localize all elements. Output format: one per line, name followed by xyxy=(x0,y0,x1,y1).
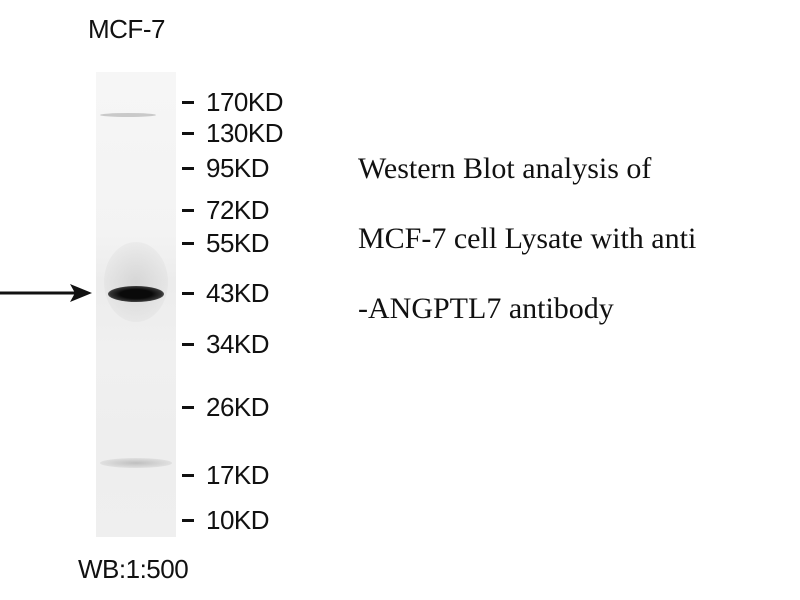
marker-label: 10KD xyxy=(206,505,270,535)
lane-label: MCF-7 xyxy=(88,14,165,44)
marker-label: 170KD xyxy=(206,87,284,117)
marker-label: 26KD xyxy=(206,392,270,422)
description-line-2: MCF-7 cell Lysate with anti xyxy=(358,222,697,255)
tick-mark xyxy=(182,166,194,170)
tick-mark xyxy=(182,131,194,135)
marker-label: 34KD xyxy=(206,329,270,359)
tick-mark xyxy=(182,518,194,522)
marker-10kd: 10KD xyxy=(182,505,270,535)
marker-label: 55KD xyxy=(206,228,270,258)
marker-label: 72KD xyxy=(206,195,270,225)
marker-label: 130KD xyxy=(206,118,284,148)
description-line-3: -ANGPTL7 antibody xyxy=(358,292,614,325)
marker-label: 95KD xyxy=(206,153,270,183)
tick-mark xyxy=(182,405,194,409)
marker-34kd: 34KD xyxy=(182,329,270,359)
marker-43kd: 43KD xyxy=(182,278,270,308)
marker-17kd: 17KD xyxy=(182,460,270,490)
blot-lane xyxy=(96,72,176,537)
faint-band-17kd xyxy=(100,458,172,468)
marker-label: 43KD xyxy=(206,278,270,308)
tick-mark xyxy=(182,241,194,245)
marker-130kd: 130KD xyxy=(182,118,284,148)
description-line-1: Western Blot analysis of xyxy=(358,152,652,185)
main-band-43kd xyxy=(108,286,164,302)
marker-26kd: 26KD xyxy=(182,392,270,422)
right-arrow-icon xyxy=(0,284,92,302)
marker-label: 17KD xyxy=(206,460,270,490)
marker-170kd: 170KD xyxy=(182,87,284,117)
dilution-label: WB:1:500 xyxy=(78,554,189,584)
marker-55kd: 55KD xyxy=(182,228,270,258)
tick-mark xyxy=(182,208,194,212)
marker-95kd: 95KD xyxy=(182,153,270,183)
faint-band-top xyxy=(100,113,156,117)
smear xyxy=(104,242,168,322)
tick-mark xyxy=(182,291,194,295)
tick-mark xyxy=(182,473,194,477)
tick-mark xyxy=(182,100,194,104)
marker-72kd: 72KD xyxy=(182,195,270,225)
tick-mark xyxy=(182,342,194,346)
